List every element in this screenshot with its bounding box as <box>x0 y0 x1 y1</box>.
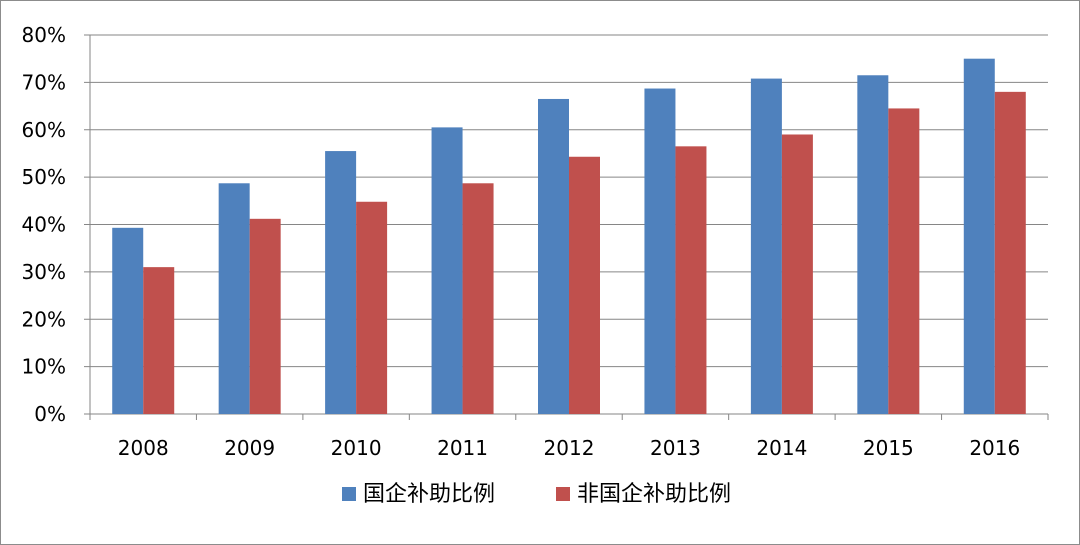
x-tick-label: 2012 <box>544 436 595 460</box>
y-tick-label: 60% <box>22 118 66 142</box>
y-tick-label: 30% <box>22 260 66 284</box>
x-tick-label: 2011 <box>437 436 488 460</box>
bar-soe-2013 <box>644 88 676 414</box>
y-tick-label: 20% <box>22 307 66 331</box>
bars <box>112 58 1026 415</box>
y-tick-label: 80% <box>22 23 66 47</box>
x-tick-label: 2009 <box>224 436 275 460</box>
x-tick-label: 2015 <box>863 436 914 460</box>
legend-swatch <box>556 487 570 501</box>
y-tick-label: 10% <box>22 355 66 379</box>
bar-non-soe-2016 <box>994 91 1026 414</box>
bar-soe-2008 <box>112 227 144 414</box>
bar-soe-2015 <box>857 75 889 415</box>
bar-non-soe-2015 <box>888 108 920 415</box>
bar-soe-2011 <box>431 127 463 414</box>
y-tick-label: 50% <box>22 165 66 189</box>
x-tick-label: 2013 <box>650 436 701 460</box>
bar-non-soe-2009 <box>249 218 281 414</box>
bar-soe-2016 <box>963 58 995 414</box>
x-tick-label: 2008 <box>118 436 169 460</box>
x-axis-tick-labels: 2008 2009 2010 2011 2012 2013 2014 2015 2016 <box>118 436 1020 460</box>
legend-swatch <box>342 487 356 501</box>
legend-label: 国企补助比例 <box>363 482 495 507</box>
bar-non-soe-2010 <box>356 201 388 414</box>
bar-soe-2009 <box>218 183 250 414</box>
y-tick-label: 70% <box>22 70 66 94</box>
y-tick-label: 40% <box>22 213 66 237</box>
x-tick-label: 2014 <box>756 436 807 460</box>
legend-label: 非国企补助比例 <box>577 482 731 507</box>
bar-non-soe-2011 <box>462 183 494 414</box>
y-axis-tick-labels: 0% 10% 20% 30% 40% 50% 60% 70% 80% <box>22 23 66 426</box>
bar-soe-2012 <box>538 98 569 415</box>
bar-non-soe-2013 <box>675 146 707 415</box>
x-tick-label: 2016 <box>969 436 1020 460</box>
bar-non-soe-2012 <box>569 156 600 414</box>
bar-non-soe-2008 <box>143 267 175 414</box>
legend: 国企补助比例 非国企补助比例 <box>342 482 731 507</box>
bar-soe-2010 <box>325 151 357 414</box>
y-tick-label: 0% <box>34 402 66 426</box>
x-tick-label: 2010 <box>331 436 382 460</box>
bar-soe-2014 <box>750 78 782 415</box>
bar-non-soe-2014 <box>781 134 813 415</box>
